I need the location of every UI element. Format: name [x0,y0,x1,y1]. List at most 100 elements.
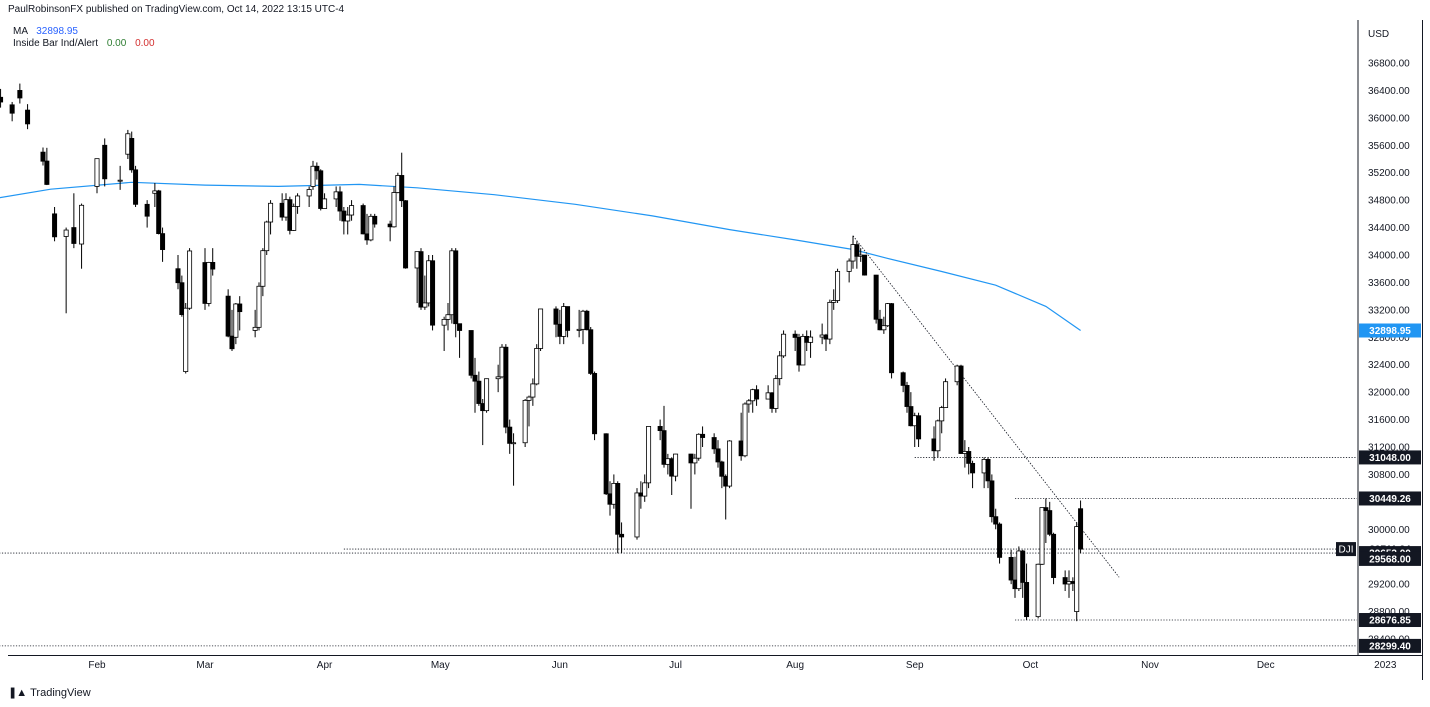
candle-body [372,215,378,225]
x-tick-label: May [431,660,450,671]
candle-body [1039,507,1045,565]
inside-bar-legend-row[interactable]: Inside Bar Ind/Alert 0.00 0.00 [13,38,155,50]
candle [117,165,123,190]
candle-body [399,175,405,202]
candle [619,522,625,554]
candle [862,254,868,276]
footer-brand[interactable]: ❚▲ TradingView [8,686,91,700]
candle-body [943,381,949,408]
candle-body [985,459,991,482]
candle-body [970,462,976,474]
trendline-segment [852,235,1120,578]
currency-label: USD [1368,29,1389,40]
x-tick-label: Jun [552,660,568,671]
price-label-text: 28299.40 [1369,641,1411,652]
candle-body [781,333,787,357]
candle [237,296,243,331]
candle-body [565,306,571,331]
price-label-bg [1359,613,1421,628]
candle [943,378,949,408]
candle [904,381,910,413]
candle [835,268,841,303]
candle-body [79,204,85,245]
candle-body [800,335,806,366]
candle-body [634,492,640,538]
candle [673,453,679,482]
candle-body [615,483,621,535]
candle-body [742,403,748,457]
ma-legend-row[interactable]: MA 32898.95 [13,26,155,38]
candle [129,131,135,173]
candle-body [133,169,139,205]
candle-body [692,457,698,464]
candle [144,200,150,228]
candle-body [25,109,31,125]
candle [588,327,594,375]
candle [1074,522,1080,622]
ma-line [0,181,1081,331]
time-axis[interactable]: Feb Mar Apr May Jun Jul Aug Sep Oct Nov Dec 2023 [88,660,1396,671]
candle [322,193,328,209]
candle [538,308,544,351]
indicator-legend: MA 32898.95 Inside Bar Ind/Alert 0.00 0.… [13,26,155,50]
candle-body [661,430,667,465]
candle [472,357,478,413]
candle [422,275,428,310]
candle-body [673,453,679,477]
candle [183,303,189,374]
candle [661,405,667,468]
inside-bar-legend-label: Inside Bar Ind/Alert [13,38,99,49]
candle [615,481,621,554]
y-tick-label: 28800.00 [1368,607,1410,618]
candle [44,147,50,186]
y-tick-label: 31200.00 [1368,443,1410,454]
candle-body [175,268,181,284]
candle [657,419,663,441]
candle [503,344,509,434]
candle-body [40,151,46,162]
candle-body [418,251,424,308]
candle [881,316,887,334]
candle [468,330,474,379]
candle-body [160,233,166,250]
candle [993,508,999,530]
candle [1020,549,1026,598]
x-tick-label: Nov [1141,660,1159,671]
candle-body [94,158,100,187]
candle-body [17,90,23,99]
candle [958,364,964,454]
candle [430,255,436,331]
candle-body [422,302,428,308]
candle-body [1047,510,1053,535]
candle-body [1078,508,1084,550]
candle-body [345,214,351,222]
plot-area[interactable] [8,20,1357,655]
candle [372,213,378,228]
candle [727,440,733,489]
candle [291,203,297,231]
candle [576,309,582,338]
candle [584,309,590,331]
candle-body [268,202,274,223]
inside-bar-value-up: 0.00 [106,38,127,49]
candle [1035,563,1041,619]
candle-body [534,348,540,385]
candle-body [206,262,212,304]
candle [511,433,517,486]
candle-body [252,326,258,331]
symbol-tag-bg [1336,542,1356,557]
candle [441,316,447,351]
candle-body [904,385,910,407]
candle [403,200,409,269]
candle [368,213,374,242]
candle [225,289,231,338]
candle [94,158,100,194]
x-tick-label: Feb [88,660,106,671]
candle [526,395,532,427]
candle [781,330,787,358]
price-label-bg [1359,323,1421,338]
y-tick-label: 34000.00 [1368,251,1410,262]
y-tick-label: 36400.00 [1368,86,1410,97]
plot-background [8,20,1357,655]
